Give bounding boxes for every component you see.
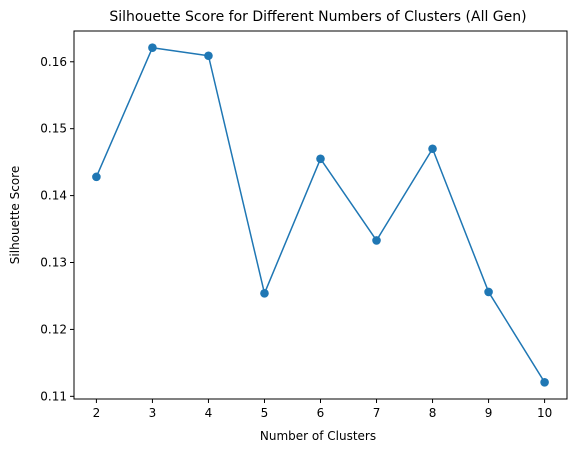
x-tick-label: 5 (261, 406, 269, 420)
plot-area: 2 3 4 5 6 7 8 9 10 0.11 0.12 0.13 0.14 0.15 0.16 (40, 43, 552, 420)
x-axis-label: Number of Clusters (260, 429, 376, 443)
x-tick-label: 10 (537, 406, 552, 420)
y-tick-label: 0.14 (40, 189, 67, 203)
y-tick-label: 0.11 (40, 389, 67, 403)
data-point (428, 144, 437, 154)
data-point (204, 51, 213, 61)
data-point (372, 236, 381, 245)
y-tick-label: 0.13 (40, 256, 67, 270)
x-tick-label: 7 (373, 406, 381, 420)
y-tick-label: 0.12 (40, 322, 67, 336)
data-point (148, 43, 157, 53)
data-point (484, 287, 493, 297)
x-tick-label: 9 (485, 406, 493, 420)
x-tick-label: 3 (149, 406, 157, 420)
y-axis-label: Silhouette Score (8, 166, 22, 264)
axes-frame (73, 30, 568, 400)
data-point (540, 377, 549, 387)
x-tick-label: 2 (93, 406, 101, 420)
x-tick-label: 6 (317, 406, 325, 420)
chart-title: Silhouette Score for Different Numbers o… (109, 9, 526, 25)
y-tick-label: 0.15 (40, 122, 67, 136)
data-point (92, 172, 101, 182)
data-point (260, 288, 269, 298)
x-tick-label: 4 (205, 406, 213, 420)
y-tick-label: 0.16 (40, 55, 67, 69)
data-point (316, 154, 325, 164)
x-tick-label: 8 (429, 406, 437, 420)
